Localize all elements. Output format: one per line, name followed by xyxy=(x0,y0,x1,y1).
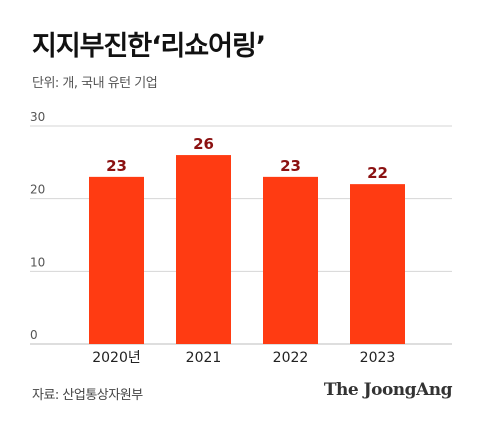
x-tick-label: 2023 xyxy=(360,350,396,366)
data-label: 23 xyxy=(106,157,127,175)
x-tick-label: 2022 xyxy=(273,350,309,366)
bar xyxy=(89,176,144,344)
bar xyxy=(176,155,231,344)
publisher-logo: The JoongAng xyxy=(323,380,453,400)
chart-title: 지지부진한‘리쇼어링’ xyxy=(32,31,266,62)
bar xyxy=(263,176,318,344)
y-tick-label: 0 xyxy=(30,328,38,342)
x-tick-label: 2020년 xyxy=(92,350,141,366)
y-tick-label: 30 xyxy=(30,110,45,124)
x-tick-label: 2021 xyxy=(186,350,222,366)
chart-subtitle: 단위: 개, 국내 유턴 기업 xyxy=(32,76,158,91)
data-label: 22 xyxy=(367,164,388,182)
bar xyxy=(350,184,405,344)
source-note: 자료: 산업통상자원부 xyxy=(32,388,143,403)
y-tick-label: 10 xyxy=(30,255,45,269)
y-tick-label: 20 xyxy=(30,183,45,197)
data-label: 26 xyxy=(193,135,214,153)
data-label: 23 xyxy=(280,157,301,175)
